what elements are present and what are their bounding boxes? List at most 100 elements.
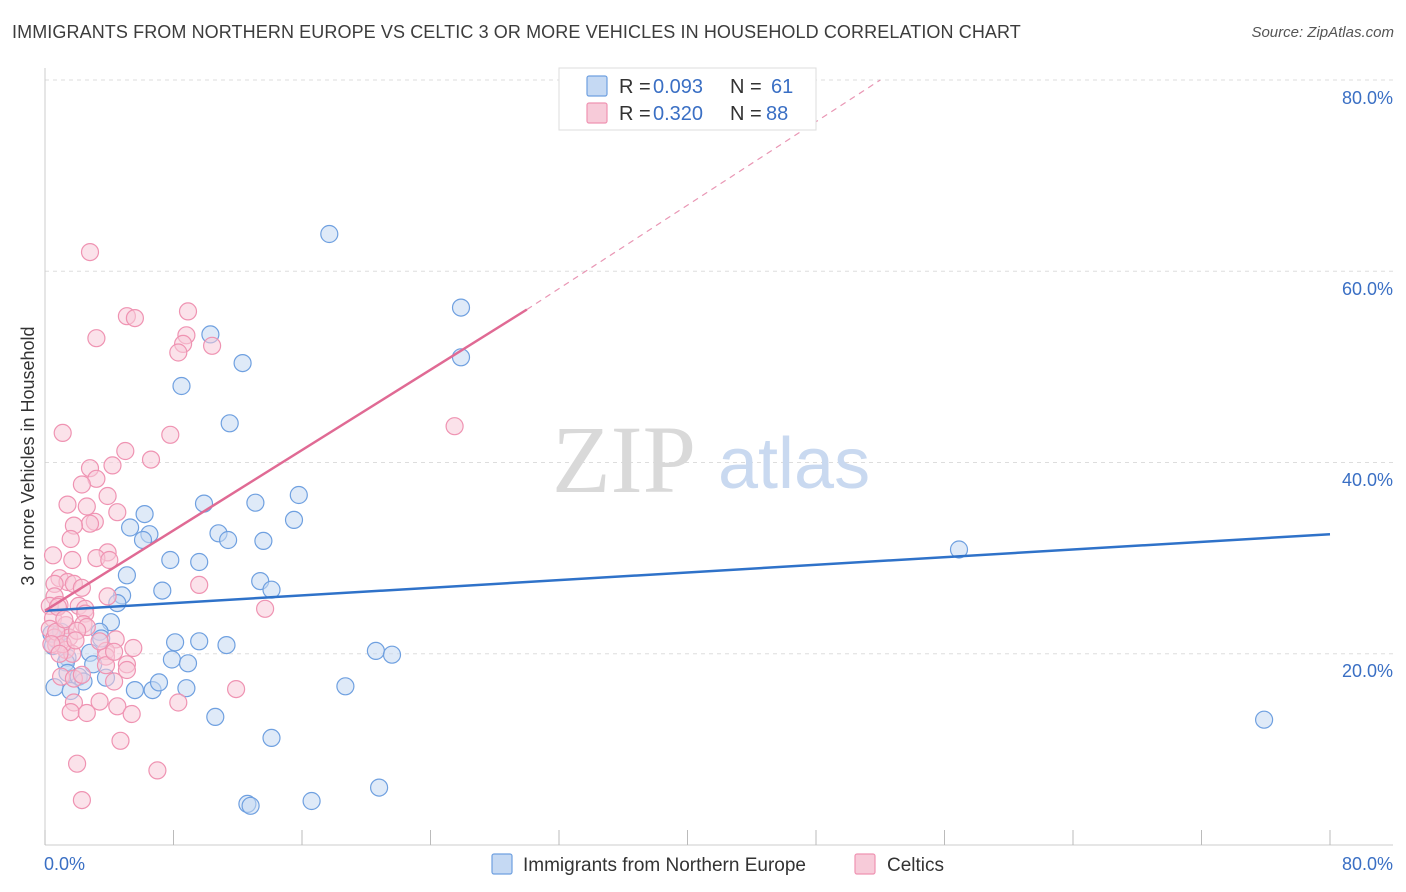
northern-europe-point	[190, 552, 209, 572]
legend-n-value-1: 61	[771, 76, 793, 98]
celtics-point	[80, 243, 100, 262]
northern-europe-point	[246, 493, 265, 512]
bottom-legend-label-pink: Celtics	[887, 855, 944, 876]
celtics-point	[77, 703, 96, 723]
x-tick-label-max: 80.0%	[1342, 854, 1393, 874]
bottom-legend-swatch-pink	[854, 853, 876, 875]
northern-europe-point	[302, 791, 321, 811]
trend-line-celtics-extension	[526, 79, 881, 311]
celtics-point	[117, 660, 137, 680]
x-tick-marks	[44, 830, 1331, 845]
celtics-point	[96, 656, 116, 675]
legend-swatch-pink	[586, 102, 608, 124]
celtics-point	[90, 692, 109, 711]
celtics-point	[116, 441, 135, 461]
northern-europe-point	[1254, 710, 1274, 729]
northern-europe-point	[190, 632, 209, 651]
x-tick-label-min: 0.0%	[44, 854, 85, 874]
celtics-point	[58, 495, 77, 514]
celtics-point	[124, 638, 143, 658]
celtics-point	[72, 475, 92, 494]
northern-europe-point	[366, 641, 385, 661]
northern-europe-point	[241, 796, 260, 815]
celtics-point	[103, 456, 122, 475]
legend-n-value-2: 88	[766, 103, 788, 125]
celtics-point	[77, 497, 96, 516]
bottom-legend: Immigrants from Northern Europe Celtics	[491, 853, 944, 876]
celtics-point	[67, 754, 87, 773]
northern-europe-point	[949, 540, 969, 559]
legend-r-label-2: R =	[619, 103, 651, 125]
celtics-point	[87, 329, 106, 348]
northern-europe-point	[135, 504, 154, 524]
northern-europe-point	[121, 518, 140, 537]
celtics-point	[227, 679, 246, 699]
celtics-point	[148, 761, 167, 780]
grid-layer	[45, 79, 1393, 655]
northern-europe-point	[262, 728, 281, 748]
celtics-point	[108, 503, 127, 522]
northern-europe-point	[320, 224, 339, 244]
celtics-point	[61, 702, 80, 722]
northern-europe-point	[162, 650, 181, 669]
celtics-point	[190, 575, 209, 595]
northern-europe-point	[382, 645, 402, 664]
legend-box: R = 0.093 N = 61 R = 0.320 N = 88	[558, 67, 817, 131]
celtics-point	[161, 425, 180, 444]
celtics-point	[445, 417, 464, 436]
celtics-point	[122, 704, 141, 724]
northern-europe-point	[219, 530, 238, 550]
celtics-point	[50, 644, 69, 663]
celtics-point	[169, 693, 188, 712]
northern-europe-point	[206, 707, 225, 727]
y-tick-label-60: 60.0%	[1342, 279, 1393, 299]
celtics-point	[66, 631, 85, 650]
points-layer	[40, 224, 1274, 815]
celtics-point	[111, 731, 130, 750]
northern-europe-point	[336, 677, 355, 696]
celtics-point	[178, 302, 198, 321]
trend-layer	[44, 79, 1331, 612]
trend-line-celtics	[44, 308, 528, 612]
northern-europe-point	[153, 581, 172, 600]
celtics-point	[63, 550, 82, 570]
northern-europe-point	[117, 566, 137, 585]
chart-source: Source: ZipAtlas.com	[1251, 24, 1394, 41]
celtics-point	[125, 309, 144, 328]
bottom-legend-label-blue: Immigrants from Northern Europe	[523, 855, 806, 876]
northern-europe-point	[451, 298, 471, 317]
y-tick-label-20: 20.0%	[1342, 661, 1393, 681]
chart-title: IMMIGRANTS FROM NORTHERN EUROPE VS CELTI…	[12, 22, 1021, 42]
celtics-point	[98, 587, 117, 606]
northern-europe-point	[254, 531, 273, 551]
celtics-point	[104, 642, 124, 661]
northern-europe-point	[161, 550, 180, 570]
northern-europe-point	[194, 494, 214, 513]
watermark-atlas: atlas	[718, 424, 870, 504]
bottom-legend-swatch-blue	[491, 853, 513, 875]
watermark-zip: ZIP	[552, 406, 696, 513]
northern-europe-point	[284, 510, 304, 530]
northern-europe-point	[178, 654, 198, 673]
celtics-point	[169, 343, 188, 362]
celtics-point	[104, 672, 124, 691]
northern-europe-point	[370, 778, 389, 797]
celtics-point	[90, 632, 109, 651]
y-axis-title: 3 or more Vehicles in Household	[18, 326, 38, 585]
legend-r-value-1: 0.093	[653, 76, 703, 98]
celtics-point	[80, 514, 100, 533]
northern-europe-point	[166, 633, 185, 652]
celtics-point	[53, 423, 72, 442]
celtics-point	[141, 450, 161, 469]
legend-n-label-1: N =	[730, 76, 762, 98]
northern-europe-point	[125, 680, 144, 700]
celtics-point	[72, 790, 92, 810]
legend-r-label-1: R =	[619, 76, 651, 98]
celtics-point	[100, 550, 119, 570]
legend-r-value-2: 0.320	[653, 103, 703, 125]
celtics-point	[72, 665, 92, 684]
celtics-point	[256, 599, 275, 618]
northern-europe-point	[217, 635, 236, 655]
northern-europe-point	[149, 673, 169, 692]
legend-n-label-2: N =	[730, 103, 762, 125]
